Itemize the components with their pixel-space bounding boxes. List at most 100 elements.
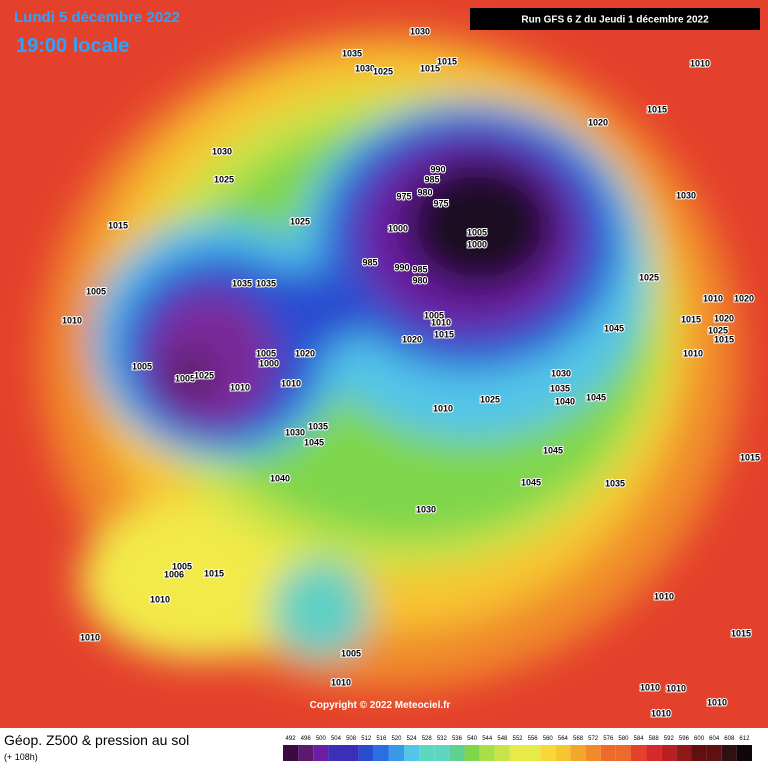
- isobar-label: 1015: [681, 314, 701, 324]
- isobar-label: 1000: [259, 358, 279, 368]
- isobar-labels: 1030 1035 1030 1025 1015 1015 1010 1015 1020 1030…: [61, 25, 761, 719]
- isobar-label: 1015: [731, 628, 751, 638]
- colorbar-label: 608: [724, 736, 735, 742]
- isobar-label: 1010: [703, 293, 723, 303]
- isobar-label: 1020: [295, 348, 315, 358]
- isobar-label: 1000: [467, 239, 487, 249]
- isobar-label: 1010: [707, 697, 727, 707]
- isobar-label: 1045: [521, 477, 541, 487]
- isobar-label: 1020: [402, 334, 422, 344]
- isobar-label: 1015: [740, 452, 760, 462]
- isobar-label: 1025: [480, 394, 500, 404]
- isobar-label: 1035: [550, 383, 570, 393]
- isobar-label: 1030: [410, 26, 430, 36]
- colorbar-label: 540: [467, 736, 478, 742]
- colorbar-label: 592: [664, 736, 675, 742]
- colorbar-cell: [525, 745, 541, 761]
- isobar-label: 1010: [80, 632, 100, 642]
- isobar-label: 1005: [132, 361, 152, 371]
- isobar-label: 1030: [355, 63, 375, 73]
- isobar-label: 1010: [431, 317, 451, 327]
- colorbar-label: 572: [588, 736, 599, 742]
- colorbar-label: 492: [286, 736, 297, 742]
- isobar-label: 1025: [290, 216, 310, 226]
- isobar-label: 1045: [604, 323, 624, 333]
- isobar-label: 1010: [654, 591, 674, 601]
- isobar-label: 1025: [639, 272, 659, 282]
- isobar-label: 1010: [651, 708, 671, 718]
- isobar-label: 1015: [204, 568, 224, 578]
- colorbar-cell: [494, 745, 510, 761]
- colorbar-label: 536: [452, 736, 463, 742]
- colorbar-cell: [434, 745, 450, 761]
- isobar-label: 1010: [433, 403, 453, 413]
- colorbar-label: 532: [437, 736, 448, 742]
- isobar-label: 1035: [605, 478, 625, 488]
- colorbar-label: 576: [603, 736, 614, 742]
- isobar-label: 1015: [420, 63, 440, 73]
- isobar-label: 1045: [543, 445, 563, 455]
- isobar-label: 990: [394, 262, 409, 272]
- colorbar-label: 596: [679, 736, 690, 742]
- isobar-label: 1005: [256, 348, 276, 358]
- colorbar-label: 584: [634, 736, 645, 742]
- isobar-label: 1045: [304, 437, 324, 447]
- isobar-label: 1035: [232, 278, 252, 288]
- isobar-label: 1005: [341, 648, 361, 658]
- colorbar-label: 524: [407, 736, 418, 742]
- isobar-label: 1015: [647, 104, 667, 114]
- isobar-label: 1010: [683, 348, 703, 358]
- isobar-label: 1030: [551, 368, 571, 378]
- footer-title: Géop. Z500 & pression au sol: [4, 732, 189, 748]
- colorbar-label: 552: [512, 736, 523, 742]
- forecast-time: 19:00 locale: [16, 35, 129, 57]
- colorbar-label: 600: [694, 736, 705, 742]
- colorbar-cell: [555, 745, 571, 761]
- colorbar-label: 580: [618, 736, 629, 742]
- forecast-date: Lundi 5 décembre 2022: [14, 9, 180, 26]
- isobar-label: 1025: [708, 325, 728, 335]
- isobar-label: 1020: [734, 293, 754, 303]
- colorbar: 492 496 500 504 508 512 516 520 524 528 532 536 540 5…: [283, 736, 752, 761]
- isobar-label: 1005: [172, 561, 192, 571]
- isobar-label: 1015: [108, 220, 128, 230]
- isobar-label: 980: [412, 275, 427, 285]
- isobar-label: 1000: [388, 223, 408, 233]
- colorbar-cell: [736, 745, 752, 761]
- colorbar-cell: [630, 745, 647, 761]
- colorbar-label: 560: [543, 736, 554, 742]
- isobar-label: 1005: [424, 310, 444, 320]
- geopotential-field: [40, 30, 740, 690]
- colorbar-cell: [661, 745, 677, 761]
- colorbar-cell: [388, 745, 405, 761]
- isobar-label: 1030: [212, 146, 232, 156]
- isobar-label: 985: [412, 264, 427, 274]
- colorbar-label: 504: [331, 736, 342, 742]
- colorbar-cell: [343, 745, 359, 761]
- colorbar-label: 612: [739, 736, 750, 742]
- colorbar-label: 496: [301, 736, 312, 742]
- isobar-label: 1025: [214, 174, 234, 184]
- colorbar-label: 516: [376, 736, 387, 742]
- isobar-label: 975: [396, 191, 411, 201]
- colorbar-cell: [721, 745, 737, 761]
- isobar-label: 1006: [164, 569, 184, 579]
- colorbar-cell: [373, 745, 389, 761]
- colorbar-label: 528: [422, 736, 433, 742]
- colorbar-label: 544: [482, 736, 493, 742]
- colorbar-cell: [676, 745, 692, 761]
- isobar-label: 1010: [150, 594, 170, 604]
- colorbar-cell: [706, 745, 722, 761]
- isobar-label: 1010: [331, 677, 351, 687]
- isobar-label: 1035: [308, 421, 328, 431]
- colorbar-label: 568: [573, 736, 584, 742]
- isobar-label: 1020: [588, 117, 608, 127]
- isobar-label: 1030: [416, 504, 436, 514]
- colorbar-cell: [585, 745, 601, 761]
- colorbar-cell: [540, 745, 556, 761]
- isobar-label: 985: [424, 174, 439, 184]
- isobar-label: 1005: [175, 373, 195, 383]
- isobar-label: 990: [430, 164, 445, 174]
- colorbar-label: 500: [316, 736, 327, 742]
